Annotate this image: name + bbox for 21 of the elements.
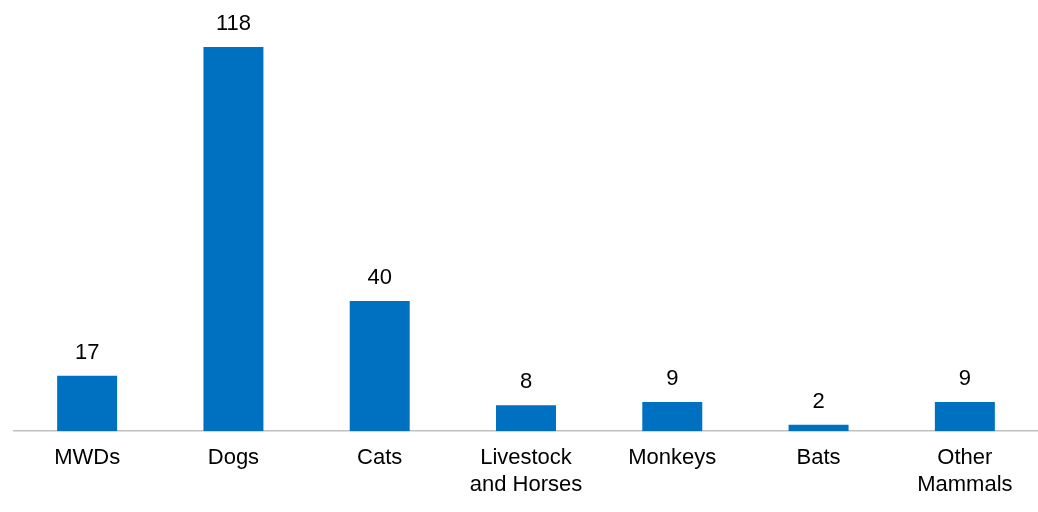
bar [788, 424, 849, 432]
bar [203, 47, 264, 432]
x-tick-label: Monkeys [628, 444, 717, 470]
data-label: 118 [215, 10, 251, 36]
data-label: 2 [812, 387, 825, 413]
data-label: 9 [958, 364, 971, 390]
bar [349, 300, 410, 432]
data-label: 17 [74, 338, 100, 364]
x-tick-label: Livestock and Horses [469, 444, 583, 496]
data-label: 40 [367, 264, 392, 290]
bar [57, 375, 118, 432]
data-label: 9 [666, 364, 679, 390]
x-tick-label: Bats [796, 444, 841, 470]
bar [496, 405, 556, 432]
x-tick-label: Dogs [207, 444, 260, 470]
bar [642, 401, 703, 432]
x-tick-label: Other Mammals [917, 444, 1013, 496]
data-label: 8 [519, 368, 533, 394]
bar [934, 401, 995, 432]
x-tick-label: MWDs [54, 444, 121, 470]
x-tick-label: Cats [357, 444, 403, 470]
